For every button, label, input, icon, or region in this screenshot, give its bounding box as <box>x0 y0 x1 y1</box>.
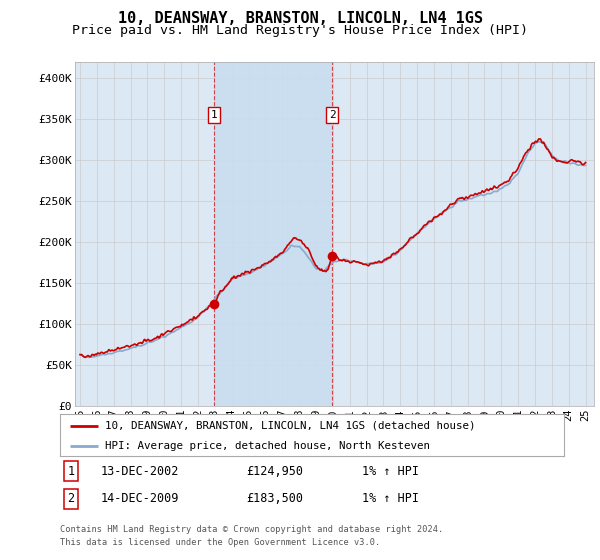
Text: £124,950: £124,950 <box>247 465 304 478</box>
Text: Price paid vs. HM Land Registry's House Price Index (HPI): Price paid vs. HM Land Registry's House … <box>72 24 528 37</box>
Text: 1: 1 <box>211 110 218 120</box>
Text: 2: 2 <box>329 110 335 120</box>
Text: 1% ↑ HPI: 1% ↑ HPI <box>362 492 419 505</box>
Text: £183,500: £183,500 <box>247 492 304 505</box>
Bar <box>214 62 332 406</box>
Text: HPI: Average price, detached house, North Kesteven: HPI: Average price, detached house, Nort… <box>106 441 430 451</box>
Text: 1: 1 <box>68 465 74 478</box>
Text: 13-DEC-2002: 13-DEC-2002 <box>100 465 179 478</box>
Text: This data is licensed under the Open Government Licence v3.0.: This data is licensed under the Open Gov… <box>60 538 380 547</box>
Text: 1% ↑ HPI: 1% ↑ HPI <box>362 465 419 478</box>
Text: 10, DEANSWAY, BRANSTON, LINCOLN, LN4 1GS (detached house): 10, DEANSWAY, BRANSTON, LINCOLN, LN4 1GS… <box>106 421 476 431</box>
Text: 10, DEANSWAY, BRANSTON, LINCOLN, LN4 1GS: 10, DEANSWAY, BRANSTON, LINCOLN, LN4 1GS <box>118 11 482 26</box>
Text: 2: 2 <box>68 492 74 505</box>
Text: 14-DEC-2009: 14-DEC-2009 <box>100 492 179 505</box>
Text: Contains HM Land Registry data © Crown copyright and database right 2024.: Contains HM Land Registry data © Crown c… <box>60 525 443 534</box>
